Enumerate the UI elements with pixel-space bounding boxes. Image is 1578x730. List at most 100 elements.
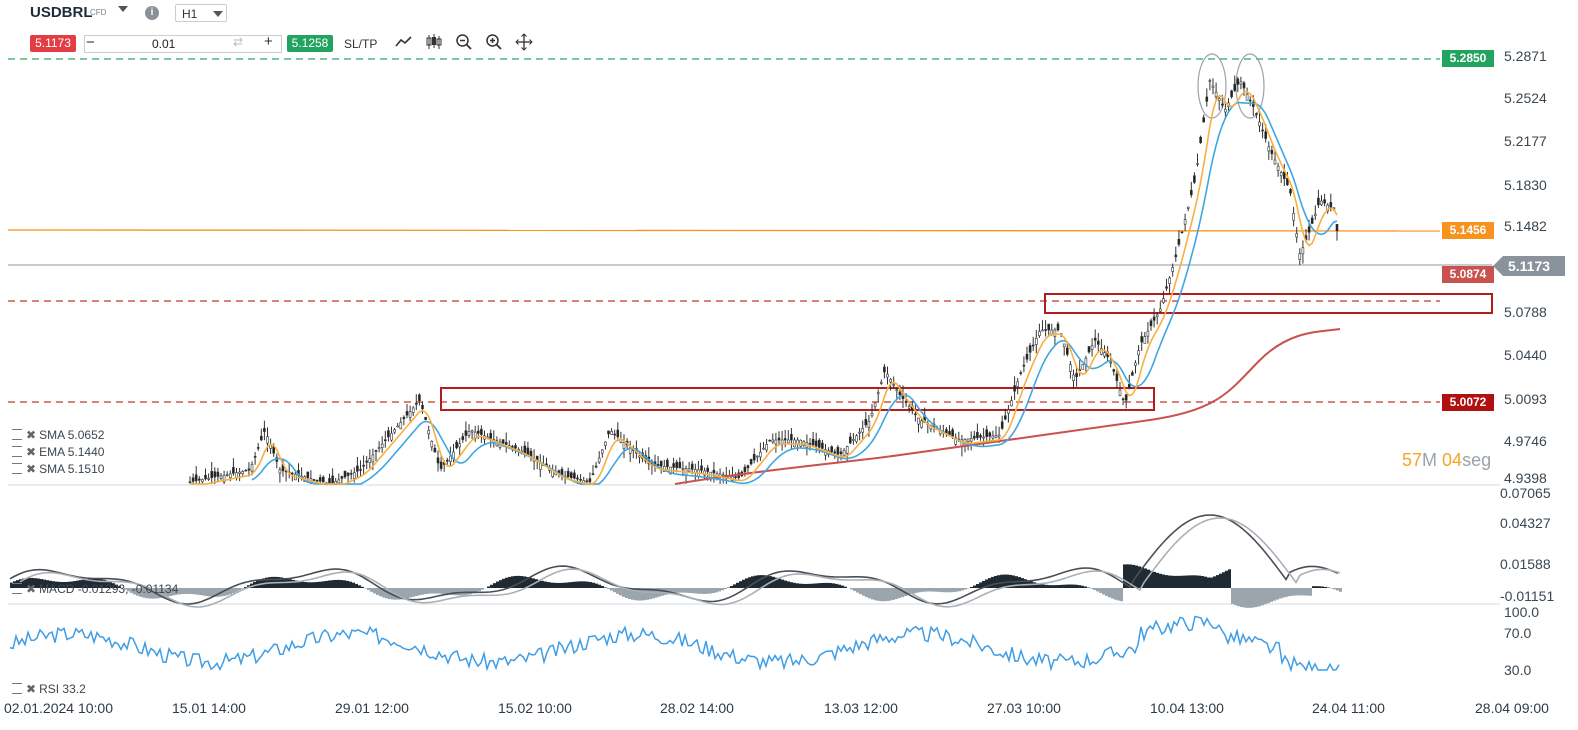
settings-icon[interactable] xyxy=(12,429,22,440)
candle-body xyxy=(616,429,620,438)
quantity-value[interactable]: 0.01 xyxy=(152,37,176,51)
macd-bar xyxy=(547,582,550,588)
settings-icon[interactable] xyxy=(12,583,22,594)
macd-bar xyxy=(1231,588,1234,605)
macd-bar xyxy=(541,580,544,588)
symbol-dropdown-chevron-icon[interactable] xyxy=(118,6,128,12)
candle-body xyxy=(954,437,958,445)
macd-bar xyxy=(37,578,40,588)
candle-body xyxy=(461,436,465,440)
line-chart-icon[interactable] xyxy=(395,33,413,51)
candle-body xyxy=(951,429,954,437)
sma-long-line xyxy=(674,328,1341,485)
candle-body xyxy=(402,416,406,420)
macd-bar xyxy=(958,588,961,592)
quantity-decrease-button[interactable]: − xyxy=(86,34,95,51)
macd-bar xyxy=(979,582,982,588)
remove-indicator-icon[interactable]: ✖ xyxy=(26,428,37,442)
candle-body xyxy=(1031,344,1035,347)
candle-body xyxy=(207,477,210,480)
indicator-legend-macd[interactable]: ✖ MACD -0.01293, -0.01134 xyxy=(12,582,178,596)
macd-bar xyxy=(1084,586,1087,588)
indicator-legend-sma-short[interactable]: ✖ SMA 5.1510 xyxy=(12,462,104,476)
timeframe-select[interactable]: H1 xyxy=(175,4,227,22)
info-icon[interactable]: i xyxy=(145,6,159,20)
candle-body xyxy=(414,402,418,405)
indicator-legend-rsi[interactable]: ✖ RSI 33.2 xyxy=(12,682,86,696)
macd-bar xyxy=(1192,575,1195,588)
orange-level-line[interactable] xyxy=(7,229,1441,232)
settings-icon[interactable] xyxy=(12,463,22,474)
macd-bar xyxy=(661,588,664,596)
candle-body xyxy=(873,402,877,407)
macd-bar xyxy=(1333,588,1336,590)
macd-bar xyxy=(538,580,541,588)
macd-bar xyxy=(526,576,529,588)
settings-icon[interactable] xyxy=(12,446,22,457)
candle-body xyxy=(976,431,979,439)
sltp-button[interactable]: SL/TP xyxy=(344,37,378,51)
support-level-tag-1[interactable]: 5.0874 xyxy=(1442,266,1494,283)
macd-bar xyxy=(190,588,193,595)
quantity-field[interactable] xyxy=(84,35,282,53)
macd-bar xyxy=(289,579,292,588)
candle-body xyxy=(706,467,710,472)
candle-body xyxy=(225,474,229,476)
remove-indicator-icon[interactable]: ✖ xyxy=(26,682,37,696)
macd-bar xyxy=(1000,574,1003,588)
move-icon[interactable] xyxy=(515,33,533,51)
zoom-out-icon[interactable] xyxy=(455,33,473,51)
price-tick: 5.0093 xyxy=(1504,391,1547,407)
buy-button[interactable]: 5.1258 xyxy=(287,35,333,52)
macd-bar xyxy=(616,588,619,594)
macd-bar xyxy=(13,581,16,588)
candle-body xyxy=(1276,165,1280,171)
candle-body xyxy=(244,469,248,472)
settings-icon[interactable] xyxy=(12,683,22,694)
orange-level-tag[interactable]: 5.1456 xyxy=(1442,222,1494,239)
indicator-label: SMA 5.0652 xyxy=(39,428,105,442)
zoom-in-icon[interactable] xyxy=(485,33,503,51)
double-top-ellipse-2[interactable] xyxy=(1235,53,1265,119)
candle-body xyxy=(1273,159,1277,165)
support-zone-rectangle-1[interactable] xyxy=(440,387,1155,411)
resistance-level-tag[interactable]: 5.2850 xyxy=(1442,50,1494,67)
sell-button[interactable]: 5.1173 xyxy=(30,35,76,52)
macd-bar xyxy=(355,583,358,588)
remove-indicator-icon[interactable]: ✖ xyxy=(26,582,37,596)
macd-bar xyxy=(1249,588,1252,608)
macd-bar xyxy=(790,582,793,588)
candle-body xyxy=(585,480,589,483)
symbol-name[interactable]: USDBRL xyxy=(30,4,93,21)
remove-indicator-icon[interactable]: ✖ xyxy=(26,462,37,476)
macd-bar xyxy=(52,581,55,588)
indicator-legend-sma-long[interactable]: ✖ SMA 5.0652 xyxy=(12,428,104,442)
quantity-increase-button[interactable]: + xyxy=(264,33,273,50)
candle-body xyxy=(377,447,381,450)
macd-bar xyxy=(49,580,52,588)
candles-icon[interactable] xyxy=(425,33,443,51)
candle-body xyxy=(399,422,403,430)
remove-indicator-icon[interactable]: ✖ xyxy=(26,445,37,459)
support-zone-rectangle-2[interactable] xyxy=(1044,293,1493,314)
macd-signal-line xyxy=(19,517,1341,608)
candle-body xyxy=(1279,172,1283,177)
time-tick: 28.02 14:00 xyxy=(660,700,734,716)
macd-bar xyxy=(1054,585,1057,588)
swap-icon[interactable]: ⇄ xyxy=(233,35,244,49)
candle-body xyxy=(1035,338,1038,345)
support-level-tag-2[interactable]: 5.0072 xyxy=(1442,394,1494,411)
indicator-legend-ema[interactable]: ✖ EMA 5.1440 xyxy=(12,445,104,459)
candle-body xyxy=(458,443,462,448)
macd-bar xyxy=(1174,575,1177,588)
candle-body xyxy=(969,438,973,442)
candle-body xyxy=(1320,200,1323,206)
macd-bar xyxy=(619,588,622,596)
macd-bar xyxy=(1126,564,1129,588)
candle-body xyxy=(306,471,310,479)
macd-bar xyxy=(424,588,427,595)
macd-bar xyxy=(1279,588,1282,599)
candle-body xyxy=(1258,121,1261,127)
macd-bar xyxy=(382,588,385,598)
